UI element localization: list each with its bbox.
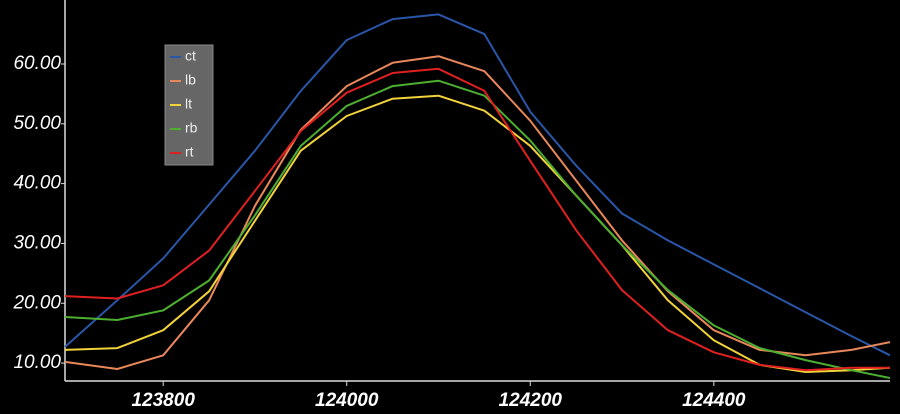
series-line [64, 55, 891, 370]
legend-label: lb [185, 72, 196, 88]
y-tick-label: 60.00 [13, 53, 61, 74]
x-tick-label: 124200 [499, 390, 563, 411]
x-tick-label: 124000 [315, 390, 379, 411]
legend-label: lt [185, 96, 192, 112]
x-tick-label: 124400 [682, 390, 746, 411]
legend-label: rb [185, 120, 198, 136]
y-tick-label: 50.00 [13, 113, 61, 134]
y-tick-label: 30.00 [13, 232, 61, 253]
y-tick-label: 40.00 [13, 173, 61, 194]
legend-label: ct [185, 48, 196, 64]
y-tick-label: 20.00 [12, 292, 61, 313]
series-line [64, 79, 891, 379]
y-tick-label: 10.00 [13, 352, 61, 373]
x-tick-label: 123800 [131, 390, 195, 411]
series-line [64, 13, 891, 357]
legend-label: rt [185, 144, 194, 160]
series-line [64, 67, 890, 372]
